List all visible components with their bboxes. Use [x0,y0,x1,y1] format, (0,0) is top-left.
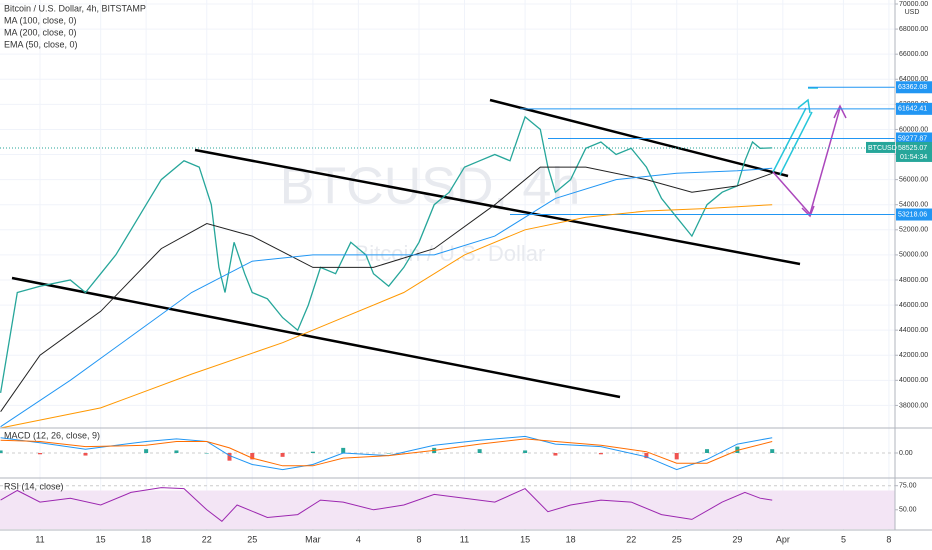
rsi-line [0,487,773,522]
background [0,0,895,530]
level-label: 53218.06 [898,211,927,218]
y-tick-label: 54000.00 [899,202,928,209]
x-tick-label: 4 [356,534,361,544]
indicator-line [0,204,773,429]
x-tick-label: 11 [35,534,44,544]
trend-line [489,98,789,178]
legend-entry: EMA (50, close, 0) [4,39,78,49]
level-tag [896,102,932,115]
y-tick-label: 44000.00 [899,327,928,334]
y-tick-label: 48000.00 [899,277,928,284]
y-tick-label: 40000.00 [899,377,928,384]
y-tick-label: 66000.00 [899,51,928,58]
watermark: BTCUSD, 4h [280,158,581,216]
histogram-bar [644,453,649,459]
arrows [772,87,847,218]
x-tick-label: 8 [416,534,421,544]
y-tick-label: 46000.00 [899,302,928,309]
x-tick-label: 25 [672,534,682,544]
trend-line [194,148,801,266]
x-tick-label: 18 [566,534,576,544]
price-name: BTCUSD [868,145,897,152]
x-tick-label: Apr [776,534,790,544]
y-tick-label: 50000.00 [899,252,928,259]
x-tick-label: 18 [141,534,151,544]
countdown: 01:54:34 [900,154,927,161]
histogram-bar [144,449,149,453]
x-tick-label: 15 [96,534,106,544]
histogram-bar [341,447,346,453]
pane-title: RSI (14, close) [4,481,64,491]
x-tick-label: 11 [460,534,469,544]
histogram-bar [477,449,482,453]
histogram-bar [83,453,88,456]
indicator-line [0,166,773,412]
histogram-bar [310,451,315,453]
legend-entry: MA (200, close, 0) [4,27,77,37]
axes: 11 15 18 22 25 Mar 4 8 11 15 18 22 25 29 Apr 5 8 38000.00… [4,1,932,544]
arrow-head [833,104,847,119]
x-tick-label: Mar [305,534,321,544]
indicator-line [0,167,773,428]
plot [0,86,895,522]
histogram-bar [227,453,232,461]
arrow-head [801,205,815,218]
histogram-bar [770,449,775,453]
price-tag [896,141,932,162]
x-tick-label: 15 [520,534,530,544]
trend-line [11,276,621,399]
histogram-bar [38,453,43,455]
level-tag [896,81,932,94]
histogram-bar [553,453,558,456]
y-tick-label: 68000.00 [899,26,928,33]
price-name-tag [866,141,895,153]
level-label: 63362.08 [898,84,927,91]
y-tick-label: 52000.00 [899,227,928,234]
y-tick-label: 50.00 [899,507,917,514]
x-tick-label: 8 [886,534,891,544]
histogram-bar [280,453,285,457]
level-label: 61642.41 [898,106,927,113]
arrow [772,107,807,173]
histogram-bar [523,450,528,453]
histogram-bar [174,450,179,453]
histogram-bar [204,453,209,454]
y-tick-label: 38000.00 [899,402,928,409]
y-tick-label: 0.00 [899,450,913,457]
histogram-bar [735,446,740,453]
level-tag [896,208,932,221]
x-tick-label: 22 [202,534,212,544]
level-label: 59277.87 [898,135,927,142]
price-series [0,115,773,394]
histogram-bar [0,450,3,453]
y-tick-label: 70000.00 [899,1,928,8]
pane-title: MACD (12, 26, close, 9) [4,430,100,440]
rsi-band [0,490,895,530]
y-tick-label: 75.00 [899,483,917,490]
y-tick-label: 60000.00 [899,126,928,133]
arrow [779,111,813,176]
histogram-bar [705,449,710,453]
macd-line [0,438,773,467]
histogram-bar [386,453,391,454]
price-label: 58525.07 [898,145,927,152]
y-tick-label: 56000.00 [899,176,928,183]
histogram-bar [598,453,603,455]
level-tag [896,132,932,145]
y-tick-label: 64000.00 [899,76,928,83]
macd-line [0,435,773,471]
histogram-bar [674,453,679,460]
x-tick-label: 22 [626,534,636,544]
histogram-bar [250,453,255,460]
x-tick-label: 5 [841,534,846,544]
legend-title: Bitcoin / U.S. Dollar, 4h, BITSTAMP [4,3,146,13]
y-tick-label: 42000.00 [899,352,928,359]
legend-entry: MA (100, close, 0) [4,15,77,25]
x-tick-label: 25 [247,534,257,544]
watermark-sub: Bitcoin / U.S. Dollar [355,241,546,266]
x-tick-label: 29 [732,534,742,544]
axis-unit: USD [905,9,920,16]
